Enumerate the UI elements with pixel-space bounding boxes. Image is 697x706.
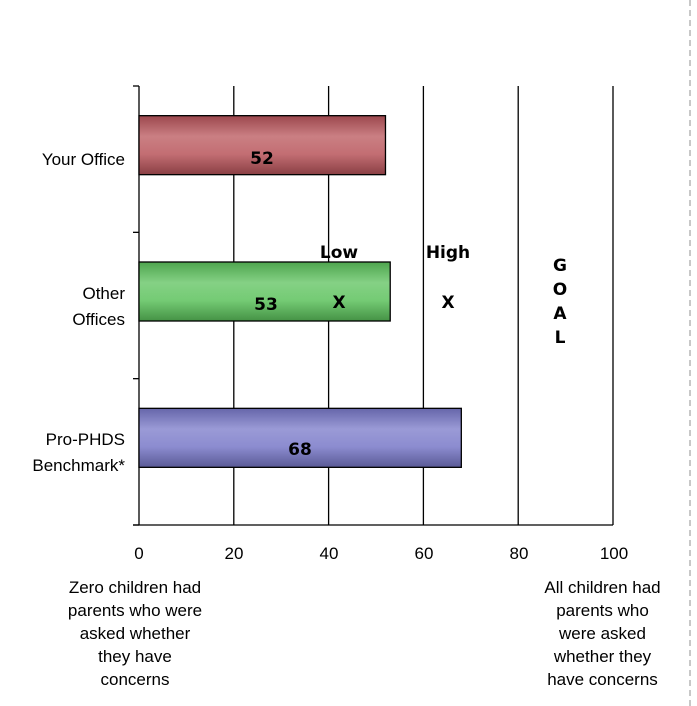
axis-note-max: All children had parents who were asked … [544,578,661,689]
bar-value-label: 53 [254,295,278,315]
bar [138,407,462,468]
x-tick-label: 80 [509,544,529,563]
goal-letter: O [552,280,568,300]
bar [138,115,387,176]
low-marker: X [332,293,346,313]
goal-letter: L [554,328,566,348]
category-label-your-office: Your Office [41,150,125,169]
high-label: High [425,243,471,263]
page-edge-divider [689,0,691,706]
axis-note-min: Zero children had parents who were asked… [67,578,203,689]
bar [138,261,391,322]
bar-value-label: 52 [250,149,274,169]
x-tick-label: 0 [134,544,144,563]
bar-value-label: 68 [288,440,312,460]
x-tick-label: 40 [319,544,339,563]
high-marker: X [441,293,455,313]
goal-letter: A [553,304,567,324]
x-tick-label: 20 [224,544,244,563]
low-label: Low [319,243,359,263]
goal-letter: G [553,256,567,276]
x-tick-label: 60 [414,544,434,563]
category-label-other-offices: Other Offices [72,284,125,329]
x-tick-label: 100 [599,544,629,563]
category-label-benchmark: Pro-PHDS Benchmark* [32,430,125,475]
